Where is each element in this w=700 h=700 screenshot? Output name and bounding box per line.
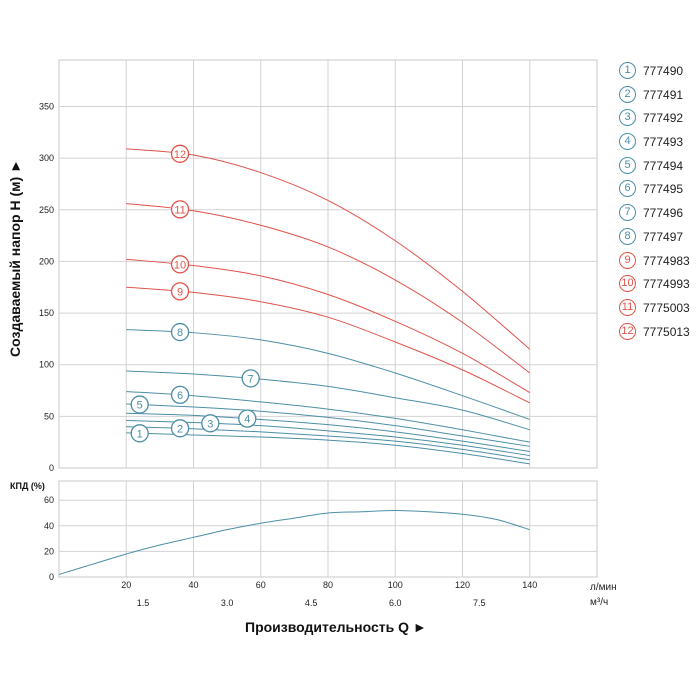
legend-label: 777496 (643, 206, 684, 221)
curve-marker-label-2: 2 (177, 423, 183, 435)
head-curve-4 (126, 412, 530, 452)
curve-marker-label-3: 3 (207, 418, 213, 430)
curve-marker-4 (238, 409, 257, 428)
flow-lpm-tick-label: 60 (256, 580, 266, 590)
curve-marker-label-6: 6 (177, 390, 183, 402)
flow-m3h-tick-label: 4.5 (305, 598, 318, 608)
flow-m3h-tick-label: 7.5 (473, 598, 486, 608)
flow-axis-title: Производительность Q ► (245, 619, 427, 635)
flow-unit-m3h: м³/ч (590, 597, 609, 608)
curve-marker-8 (170, 322, 190, 342)
head-axis-title: Создаваемый напор H (м) ► (7, 159, 23, 357)
curve-marker-12 (170, 144, 190, 163)
flow-lpm-tick-label: 140 (522, 580, 537, 590)
legend-marker: 8 (619, 227, 636, 245)
legend-marker: 10 (619, 275, 636, 293)
legend-label: 777491 (643, 87, 684, 102)
legend-marker: 4 (619, 133, 636, 151)
head-y-tick-label: 0 (49, 463, 54, 473)
head-curve-8 (126, 329, 530, 420)
head-y-tick-label: 200 (39, 256, 54, 266)
legend-marker: 2 (619, 85, 636, 103)
legend-marker: 12 (619, 322, 636, 340)
legend-label: 777492 (643, 111, 684, 126)
flow-lpm-tick-label: 120 (455, 580, 470, 590)
legend-marker: 3 (619, 109, 636, 127)
efficiency-y-tick-label: 60 (44, 495, 54, 505)
legend-marker: 6 (619, 180, 636, 198)
legend-label: 777494 (643, 158, 684, 173)
head-y-tick-label: 150 (39, 308, 54, 318)
head-y-tick-label: 350 (39, 101, 54, 111)
efficiency-curve (58, 509, 530, 575)
head-curve-11 (126, 203, 531, 374)
head-curve-10 (126, 258, 531, 394)
legend-marker: 7 (619, 204, 636, 222)
flow-m3h-tick-label: 1.5 (137, 598, 150, 608)
legend-label: 777497 (643, 229, 684, 244)
efficiency-axis-title: КПД (%) (10, 481, 45, 491)
curve-marker-label-8: 8 (177, 327, 183, 339)
flow-m3h-tick-label: 3.0 (221, 598, 234, 608)
efficiency-y-tick-label: 40 (44, 521, 54, 531)
curve-marker-7 (241, 369, 260, 388)
legend-label: 777495 (643, 182, 684, 197)
head-curve-12 (126, 148, 531, 350)
head-curve-6 (126, 391, 530, 443)
legend-label: 7775003 (643, 300, 690, 315)
curve-marker-9 (170, 282, 190, 301)
curve-marker-11 (170, 200, 190, 219)
curve-marker-label-5: 5 (137, 400, 143, 412)
curve-marker-3 (201, 414, 220, 433)
legend-label: 7775013 (643, 324, 690, 339)
curve-marker-label-1: 1 (137, 428, 143, 440)
legend-marker: 11 (619, 298, 636, 316)
head-curve-2 (126, 426, 530, 461)
flow-lpm-tick-label: 20 (121, 580, 131, 590)
flow-m3h-tick-label: 6.0 (389, 598, 402, 608)
flow-unit-lpm: л/мин (590, 582, 617, 593)
legend-label: 777493 (643, 135, 684, 150)
curve-marker-label-12: 12 (174, 149, 186, 161)
efficiency-y-tick-label: 0 (49, 572, 54, 582)
efficiency-y-tick-label: 20 (44, 546, 54, 556)
head-y-tick-label: 100 (39, 360, 54, 370)
flow-lpm-tick-label: 100 (388, 580, 403, 590)
curve-marker-label-11: 11 (174, 204, 185, 216)
head-curve-9 (126, 286, 530, 404)
head-y-tick-label: 300 (39, 153, 54, 163)
legend-marker: 5 (619, 156, 636, 174)
curve-marker-label-9: 9 (177, 286, 183, 298)
curve-marker-label-4: 4 (244, 414, 250, 426)
curve-marker-10 (170, 255, 190, 274)
head-curve-7 (126, 370, 530, 431)
flow-lpm-tick-label: 40 (188, 580, 198, 590)
legend-marker: 1 (619, 62, 636, 79)
curve-marker-5 (130, 395, 149, 414)
curve-marker-label-10: 10 (174, 259, 186, 271)
head-curve-5 (126, 403, 530, 447)
head-curve-3 (126, 419, 530, 457)
head-y-tick-label: 50 (44, 411, 54, 421)
curve-marker-2 (170, 419, 190, 438)
head-curve-1 (126, 432, 530, 465)
curve-marker-1 (130, 424, 149, 443)
head-y-tick-label: 250 (39, 205, 54, 215)
legend-marker: 9 (619, 251, 636, 269)
curve-marker-6 (170, 385, 190, 405)
legend-label: 777490 (643, 64, 684, 78)
legend-label: 7774983 (643, 253, 690, 268)
legend-label: 7774993 (643, 277, 690, 292)
curve-marker-label-7: 7 (248, 373, 254, 385)
flow-lpm-tick-label: 80 (323, 580, 333, 590)
